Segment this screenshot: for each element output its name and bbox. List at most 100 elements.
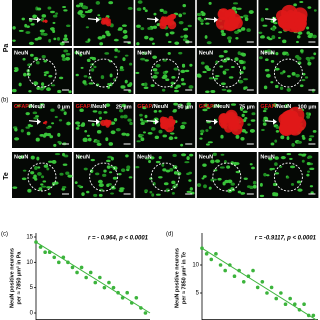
cell	[77, 124, 81, 127]
arrow-head	[96, 16, 100, 23]
cell	[152, 68, 158, 72]
cell	[104, 52, 110, 55]
cell	[274, 67, 280, 71]
cell	[46, 126, 51, 129]
cell	[88, 82, 94, 85]
cell	[106, 32, 111, 37]
cell	[301, 159, 305, 163]
point	[200, 246, 204, 250]
cell	[165, 169, 171, 173]
micrograph: GFAP/NeuN 25 µm	[73, 102, 134, 148]
cell	[271, 35, 276, 40]
cell	[25, 112, 30, 116]
cell	[307, 155, 313, 159]
cell	[23, 72, 27, 77]
cell	[181, 64, 186, 68]
cell	[106, 159, 111, 163]
cell	[244, 17, 249, 22]
cell	[174, 89, 179, 93]
cell	[43, 73, 47, 77]
cell	[120, 115, 124, 119]
cell	[214, 74, 220, 78]
cell	[155, 193, 161, 196]
cell	[259, 182, 263, 187]
cell	[260, 35, 265, 38]
cell	[237, 51, 241, 56]
cell	[120, 85, 126, 88]
cell	[79, 2, 84, 6]
cell	[127, 6, 133, 10]
gfap-blob	[168, 21, 173, 26]
cell	[261, 128, 265, 132]
cell	[265, 73, 271, 78]
cell	[271, 167, 275, 170]
cell	[289, 157, 293, 160]
cell	[82, 80, 87, 84]
cell	[49, 135, 54, 139]
cell	[239, 52, 245, 56]
cell	[122, 29, 128, 34]
point	[293, 302, 297, 307]
stain-label: NeuN	[260, 50, 274, 56]
cell	[262, 122, 267, 126]
cell	[125, 154, 129, 158]
cell	[20, 155, 24, 159]
stain-part: /NeuN	[214, 104, 230, 110]
micrograph: GFAP/NeuN 50 µm	[135, 102, 196, 148]
cell	[274, 172, 280, 175]
cell	[312, 129, 317, 133]
cell	[32, 14, 37, 19]
cell	[113, 38, 119, 42]
cell	[205, 129, 209, 132]
point	[218, 263, 223, 267]
cell	[51, 122, 55, 125]
cell	[221, 88, 227, 91]
cell	[263, 116, 268, 120]
stain-part: GFAP	[199, 104, 214, 110]
point	[223, 268, 227, 273]
cell	[240, 136, 245, 141]
cell	[215, 60, 219, 65]
roi-circle	[212, 162, 242, 192]
cell	[280, 156, 286, 160]
cell	[81, 5, 87, 10]
cell	[30, 171, 35, 175]
cell	[39, 29, 45, 33]
cell	[114, 48, 118, 52]
cell	[222, 181, 226, 186]
cell	[61, 54, 66, 58]
cell	[106, 165, 111, 169]
cell	[286, 136, 290, 140]
stain-label: NeuN	[137, 50, 151, 56]
cell	[50, 84, 56, 87]
cell	[112, 166, 118, 171]
cell	[66, 121, 71, 126]
cell	[125, 133, 130, 137]
cell	[24, 23, 28, 28]
cell	[180, 143, 184, 147]
cell	[167, 51, 171, 55]
cell	[305, 56, 311, 61]
cell	[184, 69, 190, 73]
cell	[85, 26, 89, 29]
cell	[121, 24, 127, 27]
cell	[52, 14, 58, 18]
cell	[89, 56, 95, 59]
cell	[186, 156, 190, 161]
cell	[173, 102, 179, 106]
distance-label: 0 µm	[57, 104, 70, 110]
cell	[105, 137, 109, 142]
cell	[62, 163, 68, 166]
cell	[117, 172, 122, 176]
cell	[171, 180, 176, 185]
cell	[219, 65, 224, 68]
cell	[26, 72, 31, 77]
cell	[174, 41, 180, 45]
cell	[230, 182, 235, 186]
cell	[33, 81, 39, 86]
cell	[39, 103, 45, 106]
cell	[240, 192, 245, 195]
point	[269, 285, 274, 290]
stain-part: /NeuN	[91, 104, 107, 110]
point	[232, 274, 237, 279]
